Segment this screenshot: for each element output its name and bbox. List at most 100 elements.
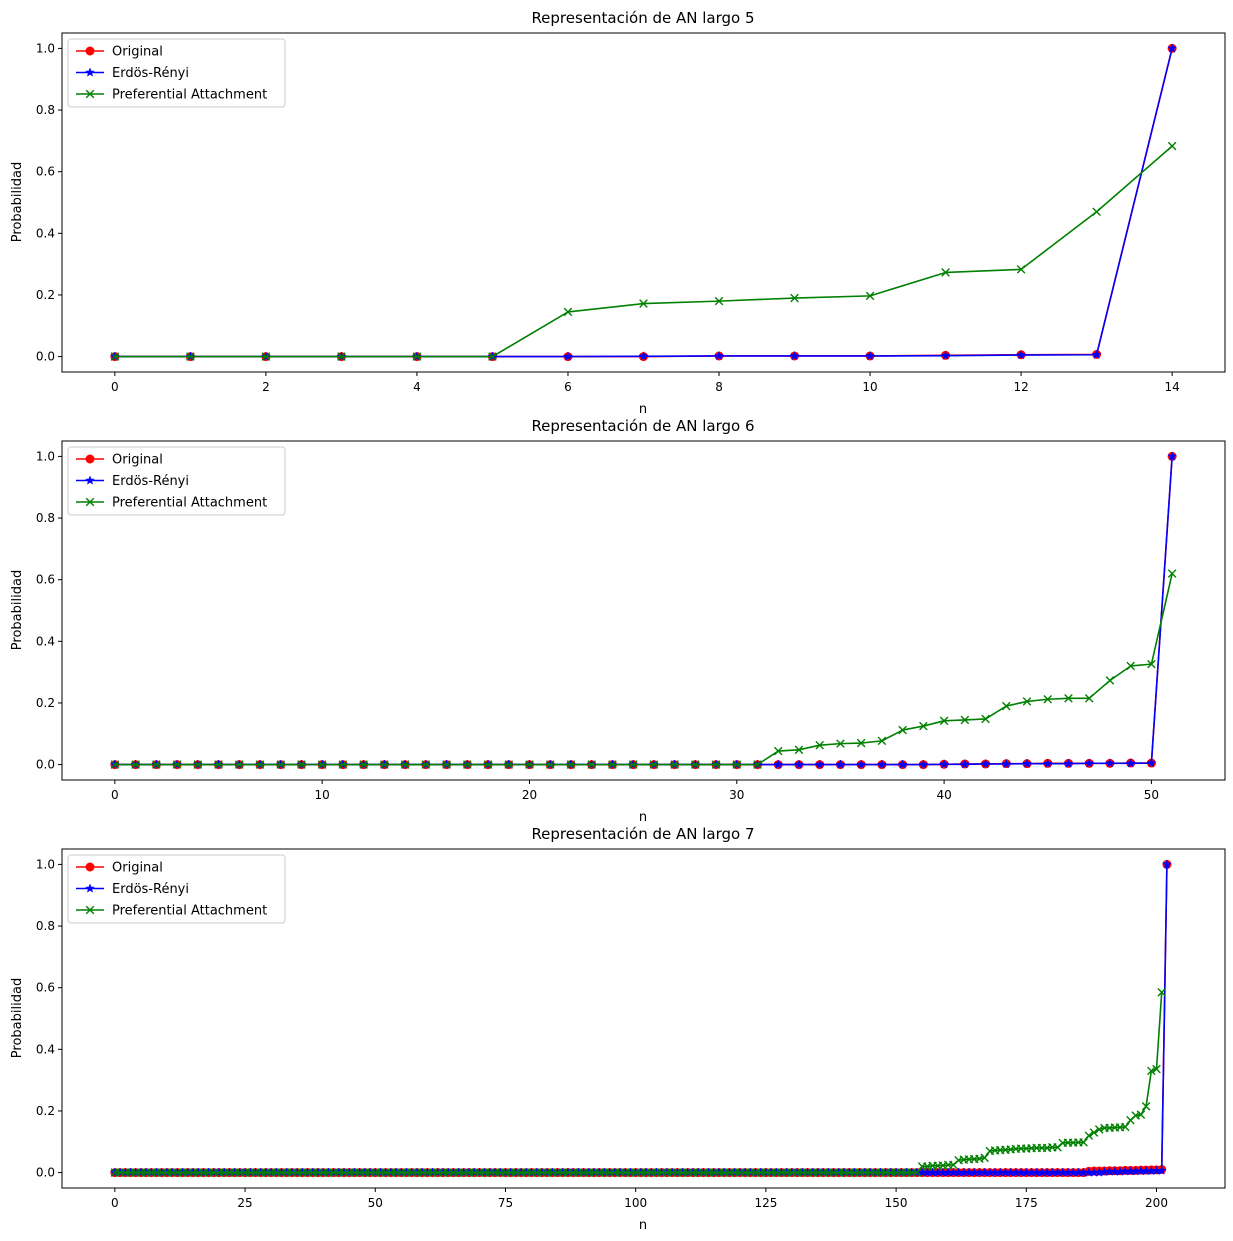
legend-swatch-marker — [85, 862, 95, 872]
legend-box — [67, 854, 286, 924]
data-point — [255, 760, 265, 769]
x-tick-label: 6 — [564, 380, 572, 394]
plot-title: Representación de AN largo 7 — [531, 825, 754, 843]
legend: Original Erdös-Rényi Preferential Attachme… — [67, 446, 286, 516]
data-point — [1147, 1066, 1156, 1076]
data-point — [1084, 1131, 1094, 1140]
legend-box — [67, 38, 286, 108]
x-tick-label: 8 — [715, 380, 723, 394]
x-tick-label: 200 — [1145, 1196, 1168, 1210]
data-point — [1042, 758, 1053, 768]
data-point — [1167, 451, 1178, 461]
data-point — [317, 760, 327, 769]
y-tick-label: 0.8 — [36, 511, 55, 525]
data-point — [1063, 758, 1074, 768]
plot-title: Representación de AN largo 6 — [531, 417, 754, 435]
data-point — [488, 352, 497, 361]
data-point — [1064, 694, 1073, 703]
y-tick-label: 0.4 — [36, 1042, 55, 1056]
data-point — [186, 352, 195, 361]
data-point — [1022, 758, 1032, 768]
data-point — [670, 760, 679, 769]
subplot-an-largo-5: Representación de AN largo 5 n Probabili… — [10, 9, 1226, 417]
data-point — [587, 760, 596, 769]
data-point — [981, 714, 990, 724]
data-point — [835, 759, 846, 769]
data-point — [563, 351, 573, 361]
data-point — [898, 725, 907, 735]
y-tick-label: 0.6 — [36, 981, 55, 995]
data-point — [1001, 758, 1012, 769]
data-point — [1089, 1128, 1099, 1137]
data-point — [628, 760, 638, 769]
data-point — [1120, 1122, 1130, 1132]
data-point — [276, 760, 286, 769]
data-point — [337, 352, 346, 361]
data-point — [1016, 265, 1026, 274]
legend-label: Erdös-Rényi — [112, 474, 189, 489]
legend-swatch-marker — [85, 497, 95, 507]
subplot-an-largo-6: Representación de AN largo 6 n Probabili… — [10, 417, 1226, 825]
legend: Original Erdös-Rényi Preferential Attachme… — [67, 38, 286, 108]
data-point — [214, 760, 223, 769]
data-point — [110, 352, 120, 361]
data-point — [960, 715, 970, 725]
series-line — [114, 573, 1173, 766]
legend-swatch-marker — [85, 89, 95, 99]
legend-label: Original — [112, 453, 163, 468]
y-tick-label: 1.0 — [36, 857, 55, 871]
legend-swatch-marker — [85, 475, 95, 485]
data-point — [1167, 569, 1177, 578]
data-point — [400, 760, 410, 769]
data-point — [504, 760, 514, 769]
data-point — [608, 760, 617, 769]
data-point — [1147, 659, 1156, 669]
x-tick-label: 75 — [498, 1196, 513, 1210]
data-point — [1079, 1138, 1088, 1147]
x-tick-label: 0 — [111, 788, 119, 802]
data-point — [1152, 1064, 1161, 1074]
y-tick-label: 0.0 — [36, 1166, 55, 1180]
data-point — [691, 760, 700, 769]
y-tick-label: 0.6 — [36, 573, 55, 587]
legend-label: Original — [112, 861, 163, 876]
data-point — [131, 760, 140, 769]
data-point — [380, 760, 389, 769]
legend-label: Preferential Attachment — [112, 904, 267, 919]
legend-swatch-marker — [85, 454, 95, 464]
plot-title: Representación de AN largo 5 — [531, 9, 754, 27]
y-tick-label: 1.0 — [36, 41, 55, 55]
data-point — [918, 759, 929, 769]
data-point — [234, 760, 244, 769]
legend-swatch-marker — [85, 905, 95, 915]
data-point — [941, 268, 950, 277]
x-tick-label: 4 — [413, 380, 421, 394]
x-tick-label: 2 — [262, 380, 270, 394]
x-tick-label: 12 — [1013, 380, 1028, 394]
data-point — [1105, 676, 1115, 685]
legend-label: Erdös-Rényi — [112, 66, 189, 81]
data-point — [563, 307, 573, 317]
data-marks — [109, 451, 1178, 770]
x-tick-label: 50 — [1144, 788, 1159, 802]
data-point — [483, 760, 493, 769]
data-point — [980, 1153, 989, 1163]
data-point — [1156, 1165, 1167, 1175]
data-point — [1167, 43, 1178, 53]
y-axis-label: Probabilidad — [10, 978, 25, 1058]
data-point — [856, 738, 866, 748]
x-tick-label: 10 — [315, 788, 330, 802]
data-point — [297, 760, 306, 769]
y-axis-label: Probabilidad — [10, 162, 25, 242]
axis-ticks: 0 10 20 30 40 50 0.0 0.2 0.4 0.6 0.8 1.0 — [36, 449, 1159, 802]
data-point — [566, 760, 576, 769]
y-tick-label: 0.4 — [36, 634, 55, 648]
legend: Original Erdös-Rényi Preferential Attachme… — [67, 854, 286, 924]
y-tick-label: 0.0 — [36, 758, 55, 772]
data-point — [753, 760, 762, 769]
x-tick-label: 10 — [862, 380, 877, 394]
data-point — [711, 760, 721, 769]
y-tick-label: 1.0 — [36, 449, 55, 463]
